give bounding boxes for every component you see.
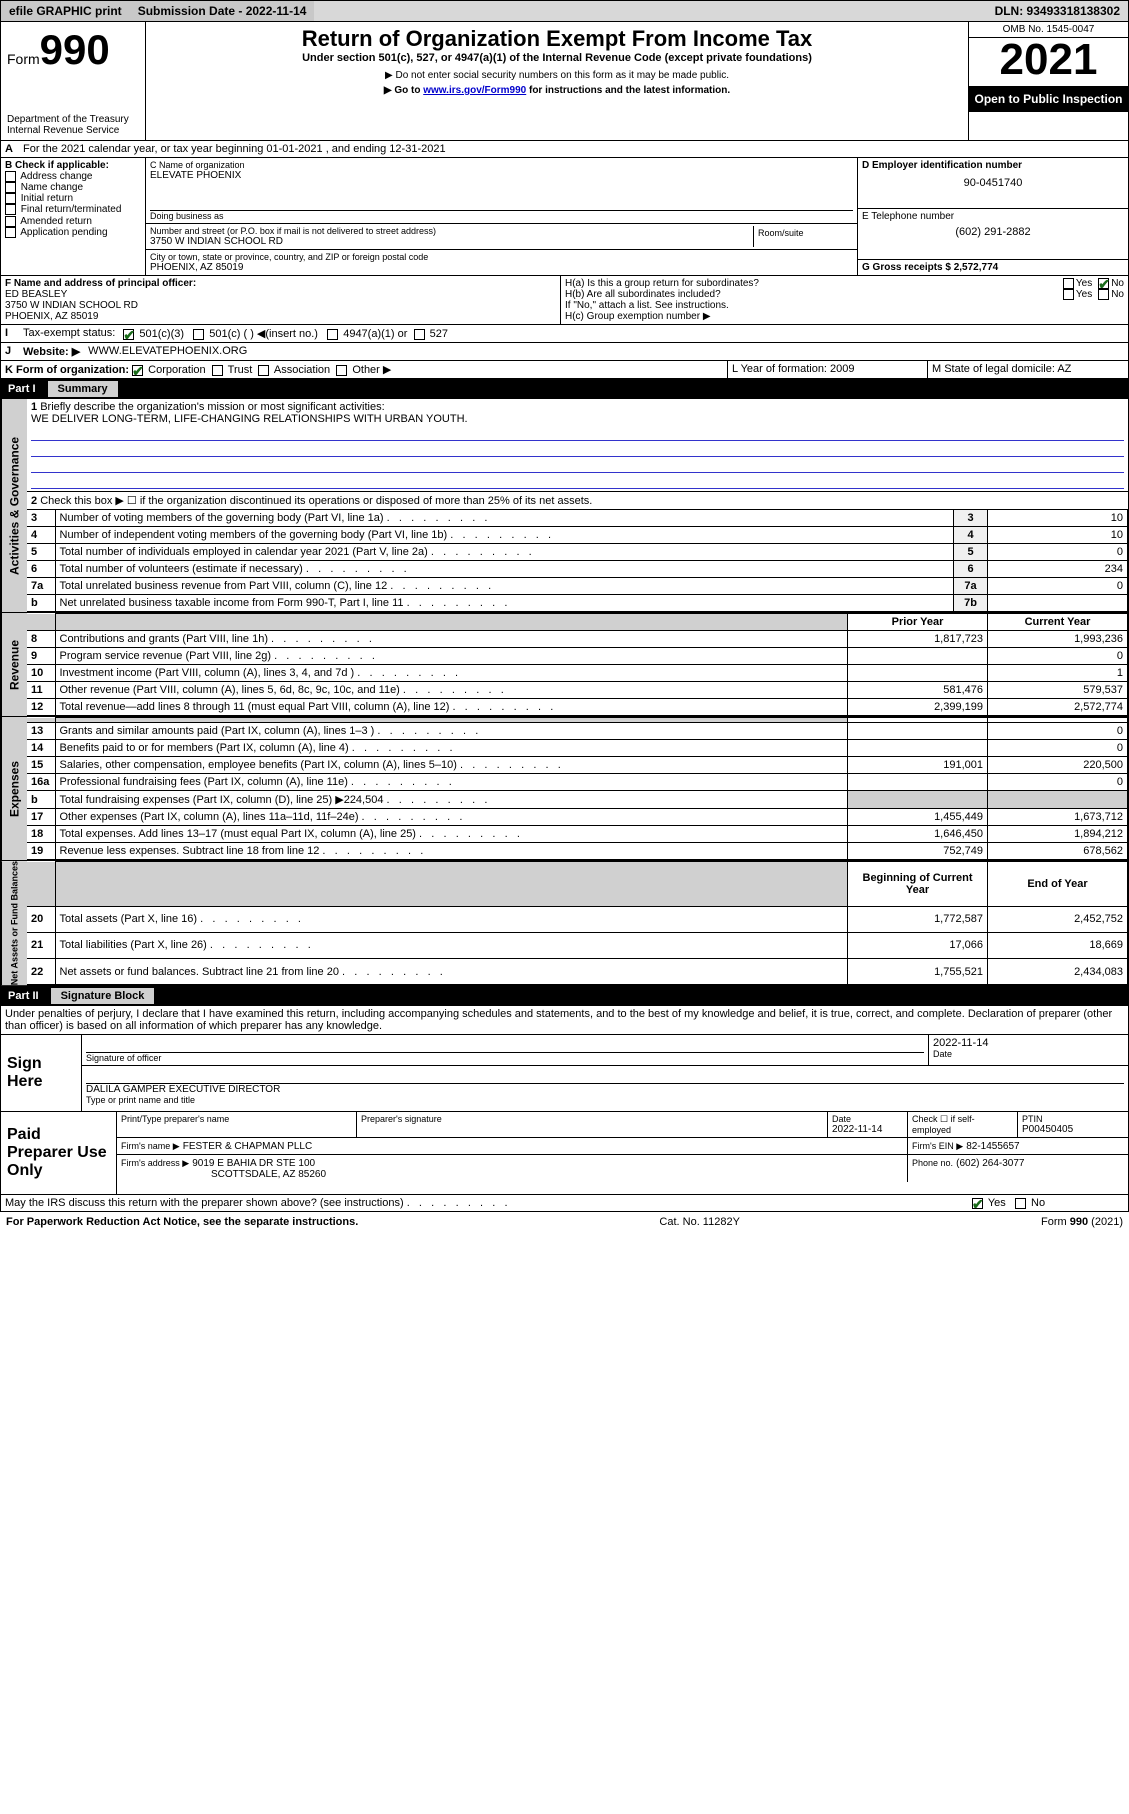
k-corp-checkbox[interactable]	[132, 365, 143, 376]
city-label: City or town, state or province, country…	[150, 252, 853, 262]
k-other-checkbox[interactable]	[336, 365, 347, 376]
ha-label: H(a) Is this a group return for subordin…	[565, 278, 1063, 289]
mission-text: WE DELIVER LONG-TERM, LIFE-CHANGING RELA…	[31, 413, 1124, 425]
b-option-checkbox[interactable]	[5, 227, 16, 238]
b-option-checkbox[interactable]	[5, 182, 16, 193]
form-header: Form990 Department of the Treasury Inter…	[0, 22, 1129, 141]
part-i-body: Activities & Governance 1 Briefly descri…	[0, 399, 1129, 613]
b-label: B Check if applicable:	[5, 160, 141, 171]
revenue-table: Prior YearCurrent Year8Contributions and…	[27, 613, 1128, 716]
hb-note: If "No," attach a list. See instructions…	[565, 300, 1124, 311]
part-ii-header: Part II Signature Block	[0, 986, 1129, 1006]
sign-here-label: Sign Here	[1, 1035, 81, 1111]
f-h-block: F Name and address of principal officer:…	[0, 276, 1129, 325]
i-501c-checkbox[interactable]	[193, 329, 204, 340]
officer-addr2: PHOENIX, AZ 85019	[5, 311, 556, 322]
net-side-label: Net Assets or Fund Balances	[1, 861, 27, 985]
hb-no-checkbox[interactable]	[1098, 289, 1109, 300]
irs-label: Internal Revenue Service	[7, 125, 139, 136]
self-employed-check[interactable]: Check ☐ if self-employed	[912, 1114, 1013, 1135]
website-value: WWW.ELEVATEPHOENIX.ORG	[84, 343, 251, 360]
b-option-checkbox[interactable]	[5, 204, 16, 215]
ptin-value: P00450405	[1022, 1124, 1124, 1135]
form-number: Form990	[7, 26, 139, 74]
discuss-row: May the IRS discuss this return with the…	[0, 1195, 1129, 1212]
submission-date-button[interactable]: Submission Date - 2022-11-14	[130, 1, 315, 21]
ha-yes-checkbox[interactable]	[1063, 278, 1074, 289]
officer-typed-name: DALILA GAMPER EXECUTIVE DIRECTOR	[86, 1084, 1124, 1095]
preparer-date: 2022-11-14	[832, 1124, 903, 1135]
instructions-link[interactable]: www.irs.gov/Form990	[423, 85, 526, 96]
k-trust-checkbox[interactable]	[212, 365, 223, 376]
firm-name: FESTER & CHAPMAN PLLC	[183, 1141, 312, 1152]
firm-addr: 9019 E BAHIA DR STE 100	[192, 1158, 315, 1169]
hb-yes-checkbox[interactable]	[1063, 289, 1074, 300]
efile-button[interactable]: efile GRAPHIC print	[1, 1, 130, 21]
line-i: I Tax-exempt status: 501(c)(3) 501(c) ( …	[0, 325, 1129, 343]
l-value: L Year of formation: 2009	[728, 361, 928, 378]
i-4947-checkbox[interactable]	[327, 329, 338, 340]
e-label: E Telephone number	[862, 211, 1124, 222]
f-label: F Name and address of principal officer:	[5, 278, 556, 289]
exp-side-label: Expenses	[1, 717, 27, 860]
i-527-checkbox[interactable]	[414, 329, 425, 340]
rev-side-label: Revenue	[1, 613, 27, 716]
gov-side-label: Activities & Governance	[1, 399, 27, 612]
org-address: 3750 W INDIAN SCHOOL RD	[150, 236, 753, 247]
subtitle-2: ▶ Do not enter social security numbers o…	[152, 70, 962, 81]
subtitle-1: Under section 501(c), 527, or 4947(a)(1)…	[152, 52, 962, 64]
phone-value: (602) 291-2882	[862, 226, 1124, 238]
b-option-checkbox[interactable]	[5, 193, 16, 204]
officer-name: ED BEASLEY	[5, 289, 556, 300]
line-j: J Website: ▶ WWW.ELEVATEPHOENIX.ORG	[0, 343, 1129, 361]
form-title: Return of Organization Exempt From Incom…	[152, 26, 962, 52]
firm-ein: 82-1455657	[966, 1141, 1019, 1152]
part-i-header: Part I Summary	[0, 379, 1129, 399]
sig-officer-label: Signature of officer	[86, 1053, 924, 1063]
paid-preparer-block: Paid Preparer Use Only Print/Type prepar…	[0, 1112, 1129, 1195]
b-option-checkbox[interactable]	[5, 216, 16, 227]
i-501c3-checkbox[interactable]	[123, 329, 134, 340]
firm-phone: (602) 264-3077	[956, 1158, 1024, 1169]
discuss-no-checkbox[interactable]	[1015, 1198, 1026, 1209]
ein-value: 90-0451740	[862, 177, 1124, 189]
line-klm: K Form of organization: Corporation Trus…	[0, 361, 1129, 379]
officer-addr1: 3750 W INDIAN SCHOOL RD	[5, 300, 556, 311]
room-label: Room/suite	[758, 228, 849, 238]
identity-block: B Check if applicable: Address change Na…	[0, 158, 1129, 276]
tax-year: 2021	[969, 38, 1128, 86]
expenses-table: 13Grants and similar amounts paid (Part …	[27, 717, 1128, 860]
c-name-label: C Name of organization	[150, 160, 853, 170]
sign-date: 2022-11-14	[933, 1037, 1124, 1049]
line-a: A For the 2021 calendar year, or tax yea…	[0, 141, 1129, 158]
org-name: ELEVATE PHOENIX	[150, 170, 853, 181]
dept-label: Department of the Treasury	[7, 114, 139, 125]
sign-here-block: Sign Here Signature of officer 2022-11-1…	[0, 1035, 1129, 1112]
ha-no-checkbox[interactable]	[1098, 278, 1109, 289]
top-bar: efile GRAPHIC print Submission Date - 20…	[0, 0, 1129, 22]
netassets-table: Beginning of Current YearEnd of Year20To…	[27, 861, 1128, 985]
m-value: M State of legal domicile: AZ	[928, 361, 1128, 378]
dln-label: DLN: 93493318138302	[987, 1, 1128, 21]
hc-label: H(c) Group exemption number ▶	[565, 311, 1124, 322]
subtitle-3: ▶ Go to www.irs.gov/Form990 for instruct…	[152, 85, 962, 96]
g-label: G Gross receipts $ 2,572,774	[862, 262, 1124, 273]
paid-preparer-label: Paid Preparer Use Only	[1, 1112, 116, 1194]
discuss-yes-checkbox[interactable]	[972, 1198, 983, 1209]
dba-label: Doing business as	[150, 211, 853, 221]
org-city: PHOENIX, AZ 85019	[150, 262, 853, 273]
hb-label: H(b) Are all subordinates included?	[565, 289, 1063, 300]
page-footer: For Paperwork Reduction Act Notice, see …	[0, 1212, 1129, 1232]
b-option-checkbox[interactable]	[5, 171, 16, 182]
d-label: D Employer identification number	[862, 160, 1124, 171]
addr-label: Number and street (or P.O. box if mail i…	[150, 226, 753, 236]
k-assoc-checkbox[interactable]	[258, 365, 269, 376]
declaration-text: Under penalties of perjury, I declare th…	[0, 1006, 1129, 1035]
public-inspection-badge: Open to Public Inspection	[969, 86, 1128, 112]
governance-table: 3Number of voting members of the governi…	[27, 509, 1128, 612]
